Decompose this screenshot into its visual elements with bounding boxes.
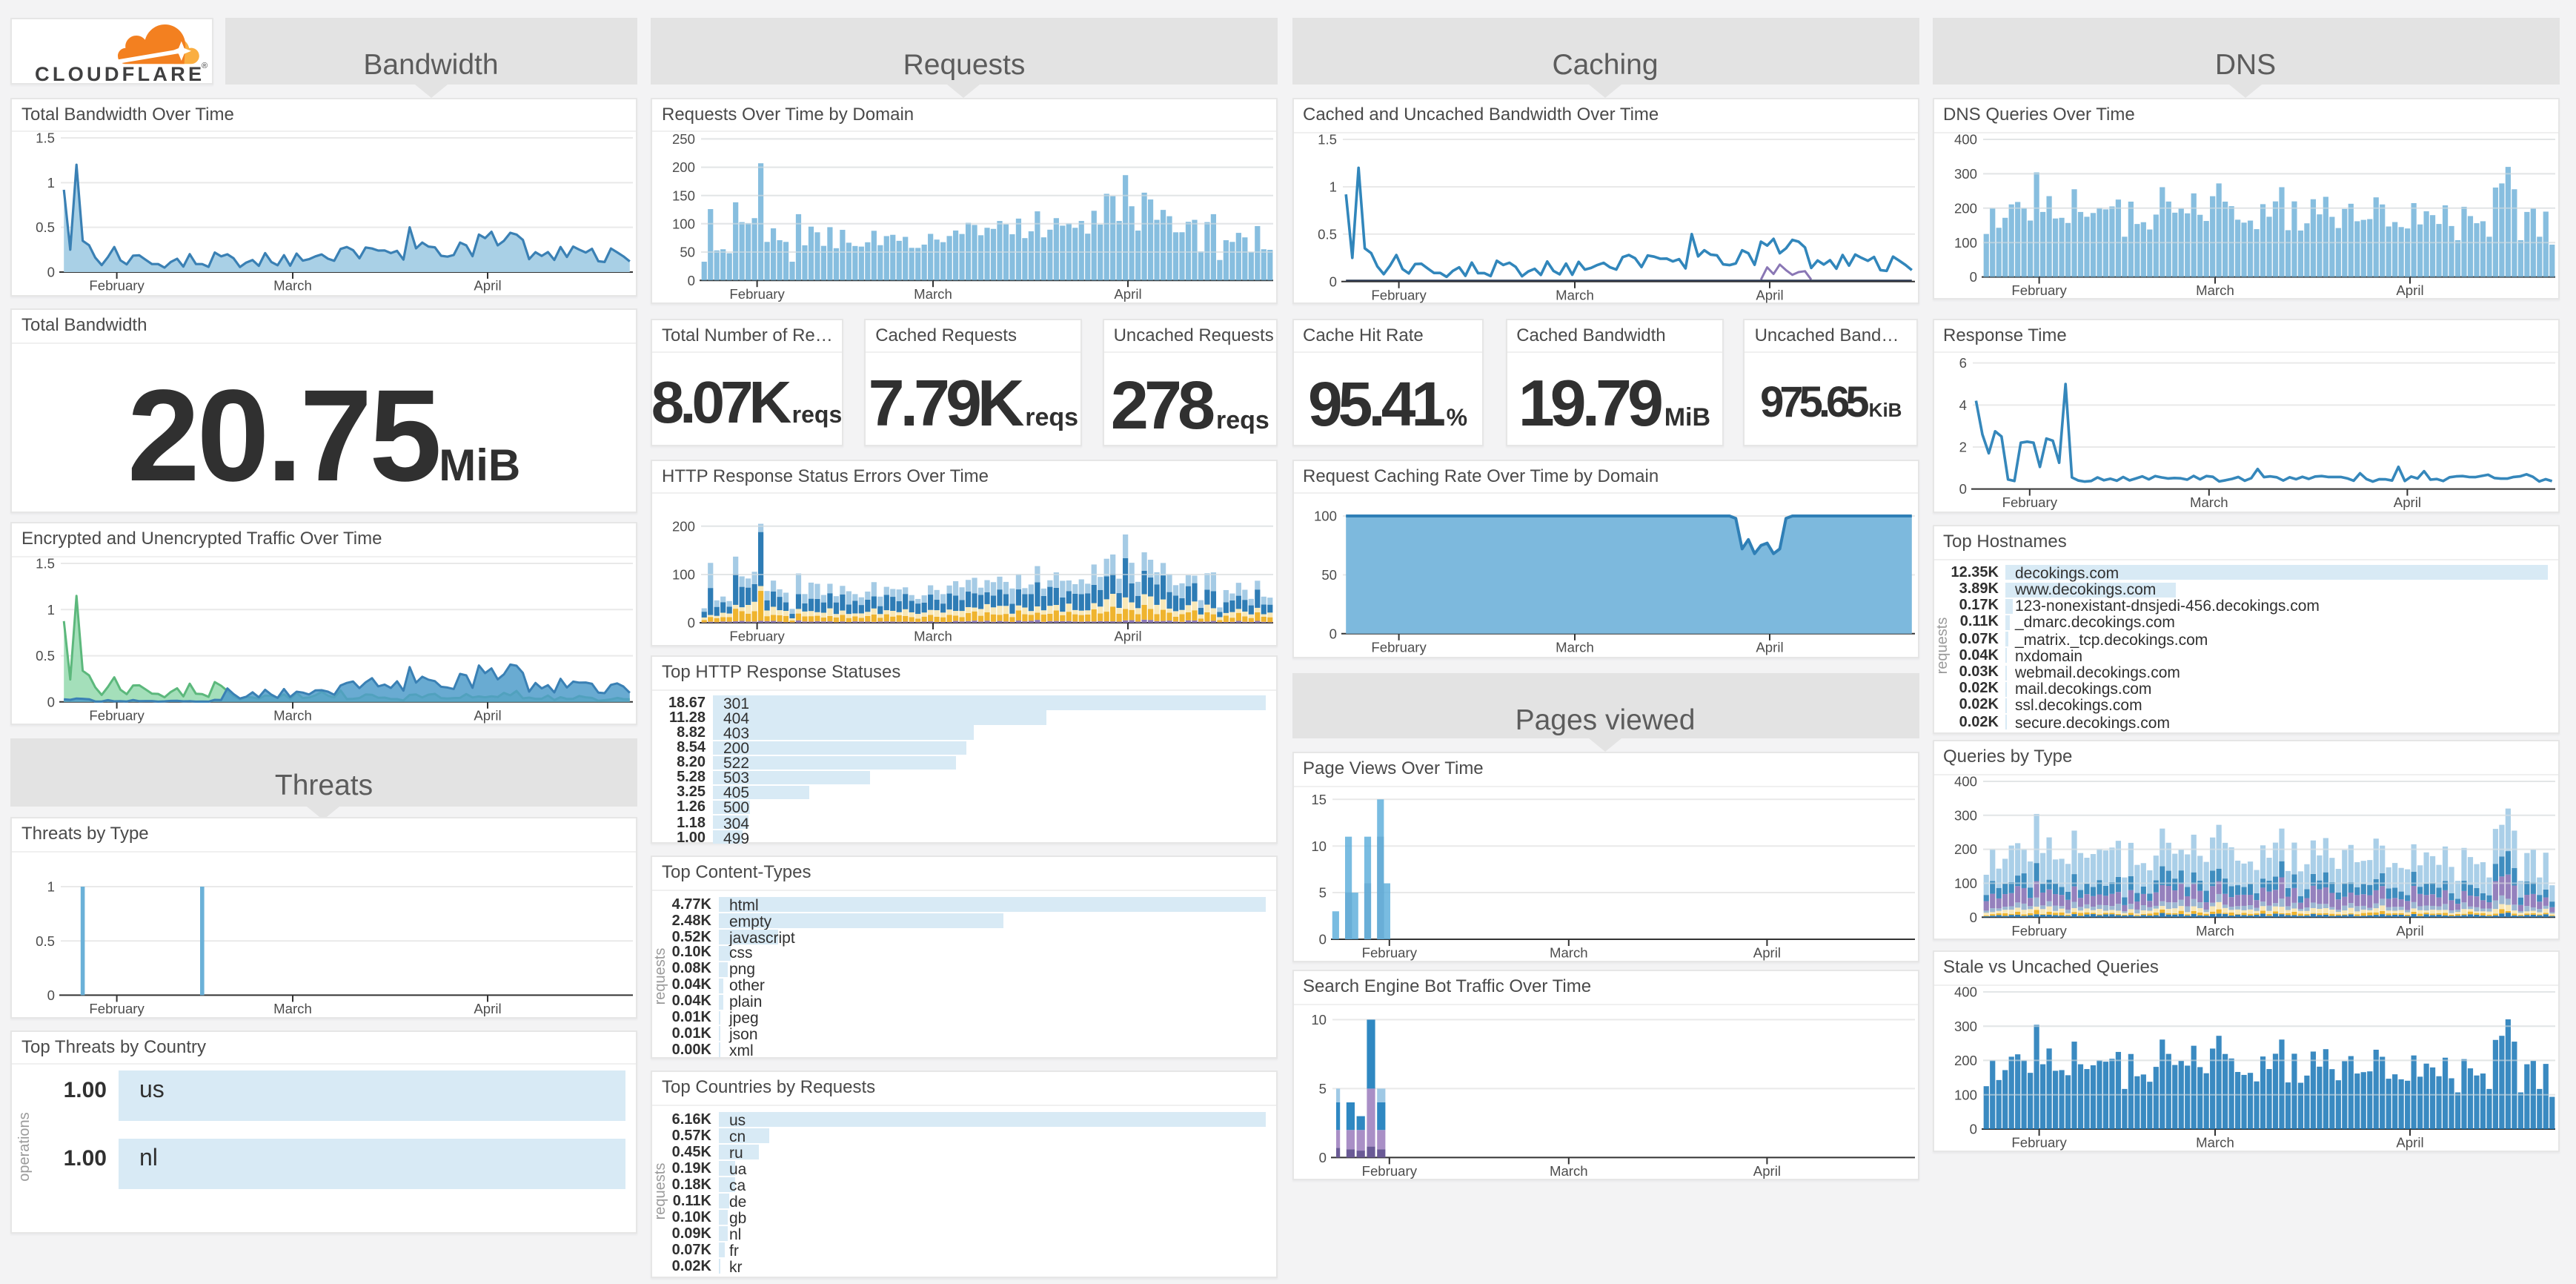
- svg-text:April: April: [474, 1000, 501, 1016]
- svg-text:March: March: [2189, 494, 2228, 510]
- svg-text:300: 300: [1953, 165, 1976, 181]
- svg-text:CLOUDFLARE: CLOUDFLARE: [35, 62, 205, 85]
- svg-text:200: 200: [1953, 841, 1976, 857]
- svg-text:1.5: 1.5: [36, 132, 55, 146]
- svg-text:®: ®: [202, 61, 208, 70]
- svg-text:1: 1: [47, 878, 55, 894]
- svg-text:6: 6: [1959, 355, 1966, 371]
- svg-text:March: March: [1549, 944, 1587, 960]
- svg-text:100: 100: [1953, 876, 1976, 891]
- svg-text:100: 100: [1313, 509, 1336, 524]
- svg-text:March: March: [273, 707, 312, 723]
- svg-text:1: 1: [47, 602, 55, 618]
- svg-text:April: April: [474, 278, 501, 294]
- svg-text:March: March: [2195, 923, 2234, 939]
- svg-text:0.5: 0.5: [36, 219, 55, 235]
- svg-text:0: 0: [1959, 481, 1966, 497]
- svg-text:March: March: [1555, 640, 1593, 655]
- svg-text:10: 10: [1310, 1012, 1326, 1027]
- svg-text:250: 250: [672, 133, 695, 148]
- svg-text:April: April: [2395, 282, 2423, 297]
- svg-text:April: April: [1753, 1163, 1780, 1179]
- svg-text:0.5: 0.5: [1317, 225, 1336, 241]
- svg-text:March: March: [273, 278, 312, 294]
- svg-text:April: April: [1114, 287, 1141, 302]
- svg-text:400: 400: [1953, 133, 1976, 147]
- svg-text:0: 0: [47, 987, 55, 1002]
- svg-text:March: March: [914, 287, 952, 302]
- svg-text:0: 0: [1969, 268, 1976, 284]
- svg-text:150: 150: [672, 188, 695, 204]
- svg-text:March: March: [914, 629, 952, 644]
- svg-text:April: April: [474, 707, 501, 723]
- svg-text:April: April: [2393, 494, 2420, 510]
- svg-text:0: 0: [1969, 1121, 1976, 1136]
- svg-text:200: 200: [672, 160, 695, 176]
- svg-text:March: March: [273, 1000, 312, 1016]
- svg-text:50: 50: [680, 245, 695, 260]
- svg-text:February: February: [1370, 640, 1426, 655]
- svg-text:February: February: [1361, 1163, 1417, 1179]
- svg-text:400: 400: [1953, 775, 1976, 790]
- svg-text:0: 0: [1318, 1150, 1326, 1165]
- svg-text:0: 0: [1329, 626, 1336, 642]
- svg-text:April: April: [2395, 923, 2423, 939]
- svg-text:5: 5: [1318, 884, 1326, 900]
- svg-text:February: February: [89, 707, 145, 723]
- svg-text:200: 200: [1953, 199, 1976, 215]
- svg-text:200: 200: [672, 519, 695, 535]
- svg-text:April: April: [1753, 944, 1780, 960]
- svg-text:1: 1: [47, 175, 55, 191]
- svg-text:February: February: [2011, 282, 2066, 297]
- svg-text:February: February: [2002, 494, 2057, 510]
- svg-text:1: 1: [1329, 179, 1336, 194]
- svg-text:100: 100: [1953, 1087, 1976, 1102]
- svg-text:10: 10: [1310, 838, 1326, 853]
- svg-text:200: 200: [1953, 1052, 1976, 1068]
- svg-text:February: February: [89, 278, 145, 294]
- svg-text:February: February: [729, 287, 785, 302]
- svg-text:February: February: [2011, 1134, 2066, 1150]
- svg-text:March: March: [2195, 282, 2234, 297]
- svg-text:April: April: [1755, 640, 1782, 655]
- svg-text:300: 300: [1953, 1018, 1976, 1033]
- svg-text:April: April: [1114, 629, 1141, 644]
- svg-text:15: 15: [1310, 791, 1326, 807]
- svg-text:100: 100: [672, 216, 695, 232]
- svg-text:100: 100: [1953, 234, 1976, 250]
- svg-text:4: 4: [1959, 397, 1966, 413]
- svg-text:0: 0: [1318, 931, 1326, 947]
- svg-text:1.5: 1.5: [36, 557, 55, 572]
- svg-text:February: February: [1370, 286, 1426, 302]
- svg-text:April: April: [2395, 1134, 2423, 1150]
- svg-text:February: February: [1361, 944, 1417, 960]
- svg-text:0: 0: [1329, 273, 1336, 288]
- svg-text:April: April: [1755, 286, 1782, 302]
- svg-text:0: 0: [688, 274, 695, 289]
- svg-text:0.5: 0.5: [36, 933, 55, 948]
- svg-text:March: March: [1555, 286, 1593, 302]
- svg-text:0: 0: [1969, 910, 1976, 925]
- svg-text:2: 2: [1959, 440, 1966, 455]
- svg-text:0.5: 0.5: [36, 648, 55, 663]
- svg-text:0: 0: [688, 615, 695, 631]
- svg-text:0: 0: [47, 694, 55, 709]
- svg-text:March: March: [2195, 1134, 2234, 1150]
- svg-text:March: March: [1549, 1163, 1587, 1179]
- svg-text:1.5: 1.5: [1317, 133, 1336, 147]
- svg-text:0: 0: [47, 265, 55, 280]
- svg-text:400: 400: [1953, 985, 1976, 999]
- svg-text:5: 5: [1318, 1081, 1326, 1096]
- svg-text:300: 300: [1953, 807, 1976, 823]
- svg-text:100: 100: [672, 567, 695, 583]
- svg-text:50: 50: [1321, 568, 1336, 583]
- svg-text:February: February: [2011, 923, 2066, 939]
- svg-text:February: February: [729, 629, 785, 644]
- svg-text:February: February: [89, 1000, 145, 1016]
